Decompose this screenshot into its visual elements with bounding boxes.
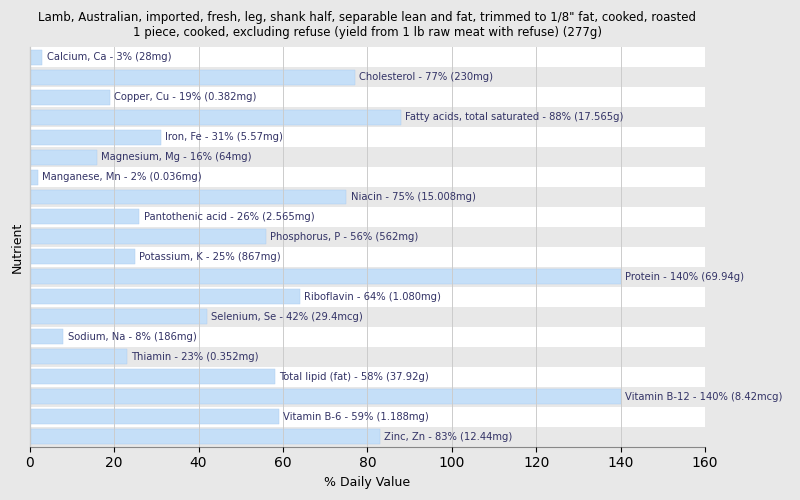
- Bar: [30, 429, 380, 444]
- Bar: [30, 366, 705, 386]
- Y-axis label: Nutrient: Nutrient: [11, 222, 24, 272]
- Bar: [30, 130, 161, 144]
- Bar: [30, 47, 705, 67]
- Text: Manganese, Mn - 2% (0.036mg): Manganese, Mn - 2% (0.036mg): [42, 172, 202, 182]
- Text: Thiamin - 23% (0.352mg): Thiamin - 23% (0.352mg): [131, 352, 258, 362]
- Bar: [30, 110, 401, 124]
- Bar: [30, 290, 300, 304]
- Bar: [30, 127, 705, 147]
- Bar: [30, 347, 705, 366]
- Bar: [30, 187, 705, 207]
- Text: Copper, Cu - 19% (0.382mg): Copper, Cu - 19% (0.382mg): [114, 92, 257, 102]
- Bar: [30, 147, 705, 167]
- Bar: [30, 267, 705, 287]
- Bar: [30, 330, 63, 344]
- Bar: [30, 107, 705, 127]
- Title: Lamb, Australian, imported, fresh, leg, shank half, separable lean and fat, trim: Lamb, Australian, imported, fresh, leg, …: [38, 11, 697, 39]
- Bar: [30, 230, 266, 244]
- Bar: [30, 327, 705, 347]
- Text: Zinc, Zn - 83% (12.44mg): Zinc, Zn - 83% (12.44mg): [384, 432, 513, 442]
- Bar: [30, 227, 705, 247]
- Bar: [30, 409, 278, 424]
- Bar: [30, 70, 354, 84]
- Bar: [30, 350, 126, 364]
- Bar: [30, 50, 42, 64]
- Bar: [30, 150, 98, 164]
- Text: Magnesium, Mg - 16% (64mg): Magnesium, Mg - 16% (64mg): [102, 152, 252, 162]
- Text: Potassium, K - 25% (867mg): Potassium, K - 25% (867mg): [139, 252, 281, 262]
- Bar: [30, 369, 274, 384]
- Text: Total lipid (fat) - 58% (37.92g): Total lipid (fat) - 58% (37.92g): [278, 372, 429, 382]
- Text: Calcium, Ca - 3% (28mg): Calcium, Ca - 3% (28mg): [46, 52, 171, 62]
- Text: Pantothenic acid - 26% (2.565mg): Pantothenic acid - 26% (2.565mg): [144, 212, 314, 222]
- Bar: [30, 389, 621, 404]
- Bar: [30, 170, 38, 184]
- Text: Iron, Fe - 31% (5.57mg): Iron, Fe - 31% (5.57mg): [165, 132, 282, 142]
- Bar: [30, 87, 705, 107]
- Bar: [30, 287, 705, 307]
- Bar: [30, 207, 705, 227]
- X-axis label: % Daily Value: % Daily Value: [324, 476, 410, 489]
- Bar: [30, 190, 346, 204]
- Text: Riboflavin - 64% (1.080mg): Riboflavin - 64% (1.080mg): [304, 292, 441, 302]
- Bar: [30, 406, 705, 426]
- Text: Vitamin B-12 - 140% (8.42mcg): Vitamin B-12 - 140% (8.42mcg): [625, 392, 782, 402]
- Text: Fatty acids, total saturated - 88% (17.565g): Fatty acids, total saturated - 88% (17.5…: [406, 112, 624, 122]
- Bar: [30, 307, 705, 327]
- Bar: [30, 270, 621, 284]
- Text: Selenium, Se - 42% (29.4mcg): Selenium, Se - 42% (29.4mcg): [211, 312, 363, 322]
- Bar: [30, 426, 705, 446]
- Bar: [30, 310, 207, 324]
- Bar: [30, 167, 705, 187]
- Text: Vitamin B-6 - 59% (1.188mg): Vitamin B-6 - 59% (1.188mg): [283, 412, 429, 422]
- Text: Phosphorus, P - 56% (562mg): Phosphorus, P - 56% (562mg): [270, 232, 418, 242]
- Text: Protein - 140% (69.94g): Protein - 140% (69.94g): [625, 272, 744, 282]
- Text: Cholesterol - 77% (230mg): Cholesterol - 77% (230mg): [359, 72, 493, 82]
- Bar: [30, 386, 705, 406]
- Bar: [30, 210, 139, 224]
- Bar: [30, 90, 110, 104]
- Bar: [30, 67, 705, 87]
- Text: Niacin - 75% (15.008mg): Niacin - 75% (15.008mg): [350, 192, 475, 202]
- Bar: [30, 250, 135, 264]
- Bar: [30, 247, 705, 267]
- Text: Sodium, Na - 8% (186mg): Sodium, Na - 8% (186mg): [68, 332, 197, 342]
